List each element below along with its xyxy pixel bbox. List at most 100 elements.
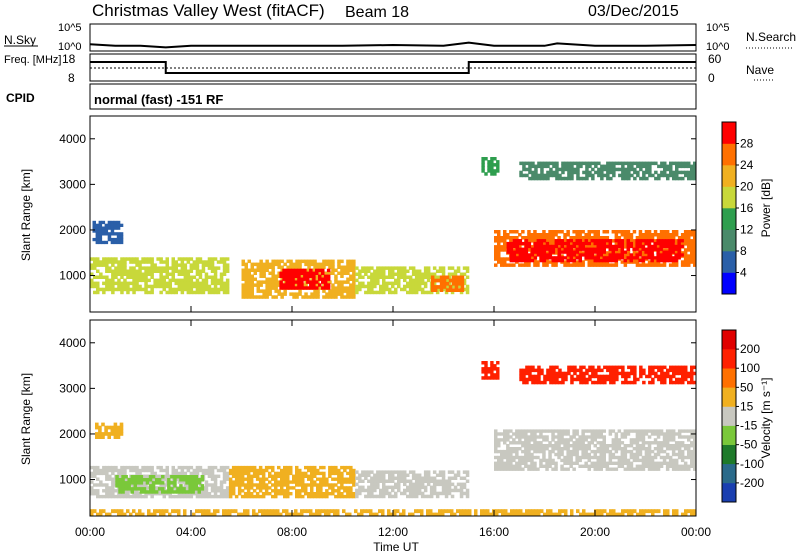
- data-cell: [379, 479, 383, 483]
- data-cell: [228, 480, 233, 484]
- data-cell: [536, 263, 540, 267]
- data-cell: [585, 368, 589, 373]
- data-cell: [620, 250, 624, 254]
- data-cell: [295, 489, 299, 493]
- data-cell: [665, 435, 670, 439]
- data-cell: [539, 447, 543, 451]
- data-cell: [343, 289, 347, 293]
- data-cell: [453, 473, 458, 477]
- data-cell: [322, 259, 326, 264]
- nave-tick-top: 60: [708, 52, 722, 66]
- data-cell: [600, 380, 604, 385]
- data-cell: [213, 489, 218, 493]
- data-cell: [681, 377, 685, 382]
- data-cell: [493, 163, 497, 167]
- data-cell: [274, 486, 278, 490]
- cpid-text: normal (fast) -151 RF: [94, 92, 223, 107]
- data-cell: [635, 447, 640, 451]
- data-cell: [551, 263, 555, 267]
- data-cell: [636, 377, 640, 382]
- data-cell: [283, 474, 287, 478]
- date-label: 03/Dec/2015: [588, 3, 679, 20]
- data-cell: [274, 289, 278, 293]
- data-cell: [255, 468, 260, 473]
- data-cell: [250, 295, 254, 299]
- data-cell: [681, 161, 685, 166]
- data-cell: [307, 477, 311, 481]
- data-cell: [107, 223, 112, 227]
- data-cell: [328, 289, 332, 293]
- data-cell: [420, 275, 425, 279]
- data-cell: [614, 251, 619, 255]
- data-cell: [506, 455, 510, 460]
- data-cell: [277, 265, 281, 269]
- data-cell: [551, 250, 556, 254]
- data-cell: [93, 257, 97, 261]
- data-cell: [609, 512, 613, 517]
- data-cell: [93, 474, 97, 478]
- data-cell: [551, 438, 555, 442]
- data-cell: [572, 467, 576, 471]
- data-cell: [346, 259, 350, 264]
- data-cell: [545, 435, 549, 439]
- data-cell: [605, 239, 609, 243]
- data-cell: [292, 486, 296, 490]
- data-cell: [173, 478, 177, 482]
- data-cell: [201, 468, 206, 473]
- data-cell: [144, 483, 148, 487]
- data-cell: [678, 368, 682, 373]
- data-cell: [313, 468, 317, 473]
- data-cell: [162, 284, 166, 289]
- data-cell: [159, 465, 163, 470]
- data-cell: [542, 256, 547, 260]
- data-cell: [624, 509, 628, 514]
- data-cell: [509, 263, 513, 267]
- data-cell: [139, 475, 144, 479]
- data-cell: [530, 452, 534, 457]
- data-cell: [681, 170, 685, 175]
- data-cell: [534, 173, 538, 178]
- data-cell: [326, 274, 331, 278]
- data-cell: [572, 244, 576, 249]
- data-cell: [189, 471, 194, 476]
- data-cell: [298, 489, 302, 493]
- data-cell: [644, 455, 649, 460]
- data-cell: [451, 288, 456, 292]
- data-cell: [373, 284, 377, 289]
- data-cell: [403, 284, 407, 289]
- data-cell: [509, 441, 513, 445]
- data-cell: [599, 435, 603, 439]
- data-cell: [141, 260, 145, 264]
- ytick-label-1: 2000: [59, 223, 86, 237]
- data-cell: [268, 486, 272, 490]
- data-cell: [323, 274, 328, 278]
- data-cell: [349, 259, 353, 264]
- data-cell: [591, 374, 595, 379]
- data-cell: [367, 281, 371, 286]
- data-cell: [171, 275, 175, 279]
- data-cell: [558, 176, 562, 181]
- data-cell: [120, 275, 124, 279]
- data-cell: [234, 480, 239, 484]
- data-cell: [626, 254, 631, 258]
- data-cell: [503, 432, 507, 436]
- data-cell: [518, 467, 522, 471]
- data-cell: [623, 455, 628, 460]
- data-cell: [105, 477, 109, 481]
- data-cell: [243, 471, 248, 476]
- data-cell: [117, 494, 121, 499]
- data-cell: [285, 274, 289, 278]
- data-cell: [354, 509, 358, 514]
- data-cell: [414, 473, 419, 477]
- data-cell: [549, 374, 553, 379]
- data-cell: [119, 240, 124, 245]
- data-cell: [264, 486, 269, 490]
- data-cell: [430, 278, 435, 283]
- data-cell: [534, 509, 538, 514]
- data-cell: [647, 455, 652, 460]
- data-cell: [626, 233, 631, 237]
- data-cell: [459, 290, 464, 295]
- data-cell: [668, 236, 673, 240]
- data-cell: [648, 170, 652, 175]
- data-cell: [322, 477, 326, 481]
